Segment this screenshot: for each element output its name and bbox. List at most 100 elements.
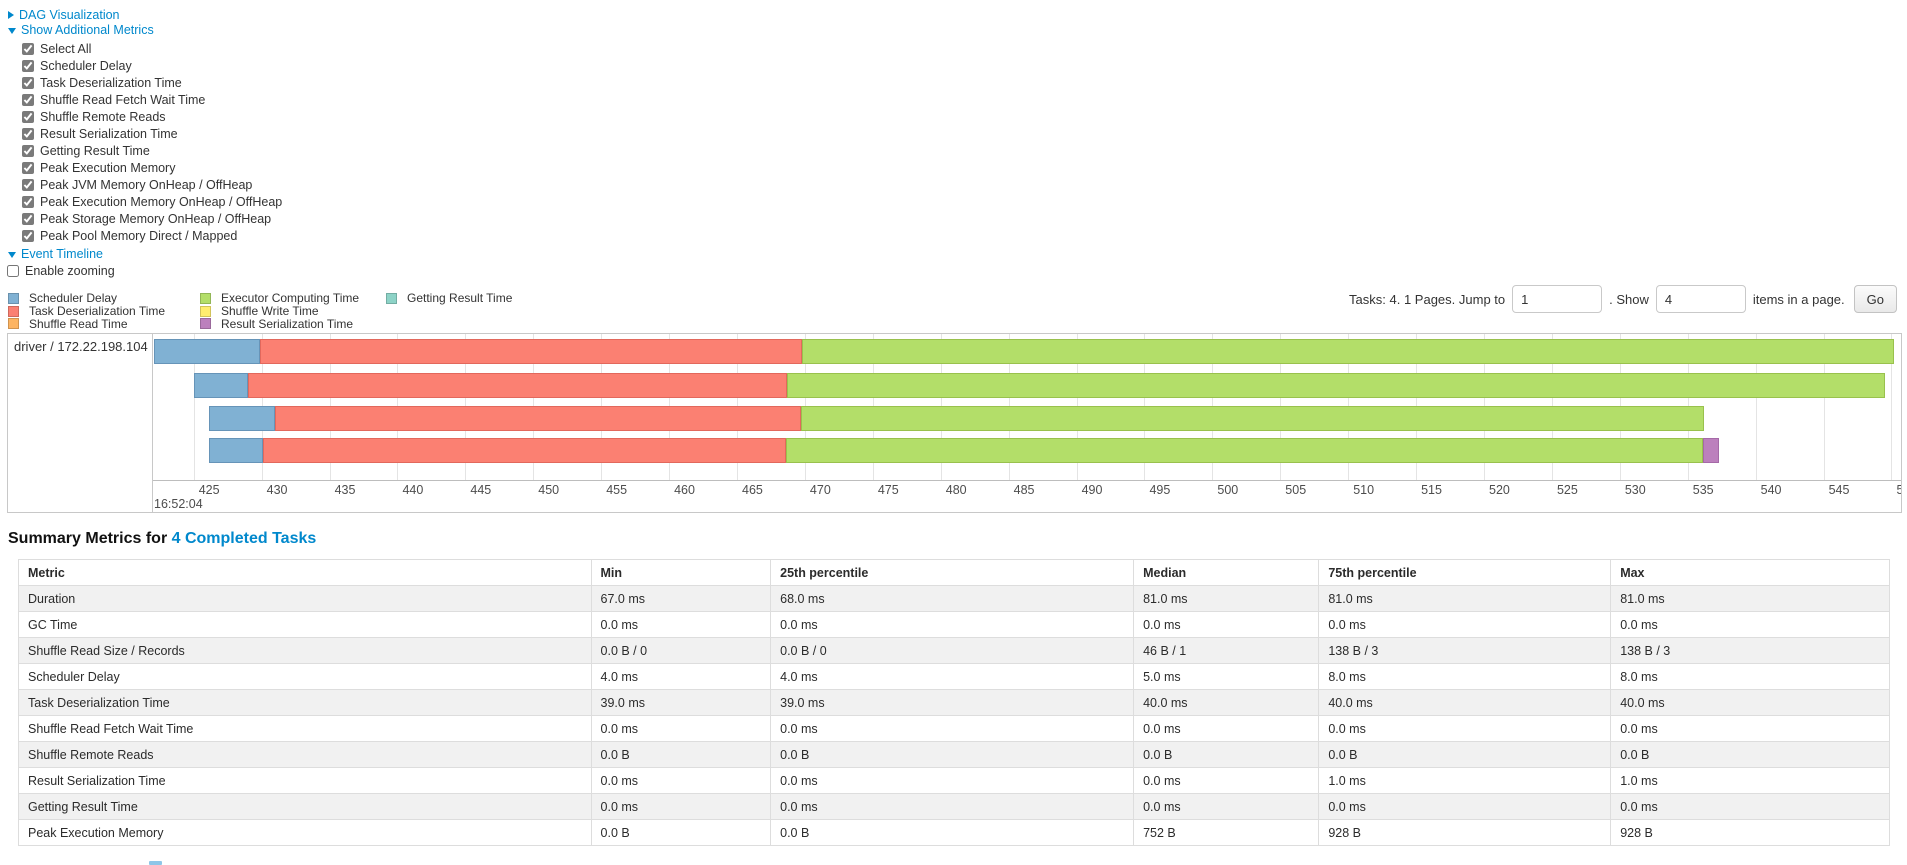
task-bar-segment-scheduler-delay[interactable] [193, 373, 249, 398]
summary-cell: 67.0 ms [590, 585, 772, 612]
summary-cell: 0.0 ms [1133, 767, 1320, 794]
task-pagination: Tasks: 4. 1 Pages. Jump to . Show items … [1349, 285, 1897, 313]
completed-tasks-link[interactable]: 4 Completed Tasks [171, 530, 317, 547]
axis-tick-label: 550 [1891, 483, 1901, 497]
summary-cell: 5.0 ms [1133, 663, 1320, 690]
summary-cell: 0.0 ms [1133, 715, 1320, 742]
show-additional-metrics-link[interactable]: Show Additional Metrics [21, 22, 154, 37]
metric-checkbox[interactable] [22, 229, 34, 242]
summary-cell: 0.0 ms [1610, 793, 1890, 820]
summary-cell: 752 B [1133, 819, 1320, 846]
axis-tick-label: 465 [742, 483, 763, 497]
metric-checkbox-label: Peak JVM Memory OnHeap / OffHeap [40, 177, 253, 192]
metric-checkbox-label: Peak Pool Memory Direct / Mapped [40, 228, 238, 243]
summary-cell: 0.0 ms [1318, 611, 1612, 638]
summary-cell: 81.0 ms [1610, 585, 1890, 612]
metric-checkbox[interactable] [22, 76, 34, 89]
summary-cell: 46 B / 1 [1133, 637, 1320, 664]
summary-cell: Duration [18, 585, 592, 612]
axis-tick-label: 490 [1081, 483, 1103, 497]
metric-checkbox[interactable] [22, 42, 34, 55]
axis-tick-label: 430 [266, 483, 288, 497]
legend-item: Getting Result Time [386, 291, 513, 306]
table-row: Result Serialization Time 0.0 ms 0.0 ms 0.0… [18, 767, 1890, 794]
summary-cell: 8.0 ms [1318, 663, 1612, 690]
axis-tick-label: 505 [1285, 483, 1307, 497]
summary-cell: 8.0 ms [1610, 663, 1890, 690]
axis-tick-label: 470 [809, 483, 831, 497]
task-bar-segment-result-serialization[interactable] [1702, 438, 1719, 463]
event-timeline-link[interactable]: Event Timeline [21, 246, 103, 261]
go-button[interactable]: Go [1853, 285, 1897, 313]
task-bar-segment-task-deserialization[interactable] [248, 373, 788, 398]
task-bar-segment-scheduler-delay[interactable] [208, 406, 276, 431]
task-bar-segment-executor-computing[interactable] [785, 438, 1703, 463]
legend-label: Getting Result Time [407, 291, 513, 306]
metric-checkbox[interactable] [22, 93, 34, 106]
getting-result-swatch-icon [386, 292, 397, 304]
task-bar-segment-executor-computing[interactable] [800, 406, 1705, 431]
metric-checkbox-label: Task Deserialization Time [40, 75, 182, 90]
metric-checkbox-item: Shuffle Read Fetch Wait Time [22, 91, 1907, 108]
summary-cell: Shuffle Remote Reads [18, 741, 592, 768]
axis-tick-label: 425 [198, 483, 220, 497]
summary-cell: Result Serialization Time [18, 767, 592, 794]
axis-tick-label: 455 [606, 483, 628, 497]
legend-label: Scheduler Delay [29, 291, 118, 306]
axis-tick-label: 495 [1149, 483, 1171, 497]
jump-to-page-input[interactable] [1512, 285, 1603, 313]
summary-cell: 0.0 ms [1133, 793, 1320, 820]
items-per-page-input[interactable] [1655, 285, 1746, 313]
task-bar-segment-scheduler-delay[interactable] [208, 438, 263, 463]
summary-cell: 40.0 ms [1318, 689, 1612, 716]
dag-visualization-link[interactable]: DAG Visualization [19, 7, 120, 22]
task-bar-segment-scheduler-delay[interactable] [154, 339, 261, 364]
show-additional-metrics-toggle[interactable]: Show Additional Metrics [8, 22, 1907, 37]
summary-cell: 39.0 ms [590, 689, 772, 716]
summary-cell: Shuffle Read Size / Records [18, 637, 592, 664]
event-timeline-toggle[interactable]: Event Timeline [8, 246, 1907, 261]
metric-checkbox-item: Peak Storage Memory OnHeap / OffHeap [22, 210, 1907, 227]
summary-cell: 40.0 ms [1133, 689, 1320, 716]
task-bar-segment-executor-computing[interactable] [787, 373, 1885, 398]
task-bar-segment-executor-computing[interactable] [802, 339, 1895, 364]
table-row: Peak Execution Memory 0.0 B 0.0 B 752 B 928 … [18, 819, 1890, 846]
summary-cell: 0.0 ms [1610, 611, 1890, 638]
executor-group-label: driver / 172.22.198.104 [14, 339, 148, 354]
metric-checkbox[interactable] [22, 110, 34, 123]
table-row: Task Deserialization Time 39.0 ms 39.0 ms 4… [18, 689, 1890, 716]
summary-cell: 0.0 B [1610, 741, 1890, 768]
legend-pagination-strip: Scheduler Delay Task Deserialization Time… [0, 283, 1907, 333]
task-bar-segment-task-deserialization[interactable] [263, 438, 786, 463]
metric-checkbox[interactable] [22, 161, 34, 174]
summary-header-cell: 25th percentile [770, 559, 1135, 586]
axis-tick-label: 500 [1217, 483, 1239, 497]
axis-major-time-label: 16:52:04 [154, 497, 203, 511]
summary-cell: 138 B / 3 [1610, 637, 1890, 664]
legend-item: Shuffle Write Time [200, 304, 386, 318]
task-bar-segment-task-deserialization[interactable] [260, 339, 803, 364]
metric-checkbox[interactable] [22, 195, 34, 208]
metric-checkbox[interactable] [22, 59, 34, 72]
summary-cell: 0.0 ms [590, 767, 772, 794]
metric-checkbox[interactable] [22, 178, 34, 191]
summary-header-cell: Max [1610, 559, 1890, 586]
table-row: Shuffle Remote Reads 0.0 B 0.0 B 0.0 B 0.0 B… [18, 741, 1890, 768]
enable-zooming-checkbox[interactable] [7, 265, 19, 277]
metric-checkbox[interactable] [22, 127, 34, 140]
partial-element-sliver [149, 861, 162, 865]
summary-cell: 0.0 ms [590, 715, 772, 742]
enable-zooming-label: Enable zooming [25, 264, 115, 278]
summary-table-body: Duration 67.0 ms 68.0 ms 81.0 ms 81.0 ms 81.0… [18, 585, 1890, 846]
summary-header-cell: 75th percentile [1318, 559, 1612, 586]
metric-checkbox-item: Peak Execution Memory OnHeap / OffHeap [22, 193, 1907, 210]
timeline-gridline [1891, 334, 1893, 480]
dag-visualization-toggle[interactable]: DAG Visualization [8, 0, 1907, 22]
metric-checkbox[interactable] [22, 144, 34, 157]
summary-heading-text: Summary Metrics for [8, 530, 168, 547]
table-row: GC Time 0.0 ms 0.0 ms 0.0 ms 0.0 ms 0.0 ms [18, 611, 1890, 638]
task-bar-segment-task-deserialization[interactable] [275, 406, 801, 431]
metric-checkbox[interactable] [22, 212, 34, 225]
legend-column: Scheduler Delay Task Deserialization Time… [8, 291, 200, 331]
timeline-gridline [1755, 334, 1757, 480]
